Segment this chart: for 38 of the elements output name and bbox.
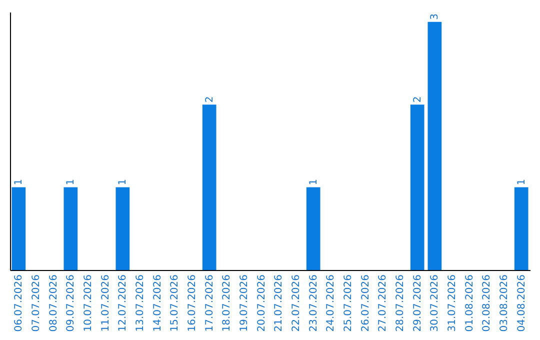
x-tick-label: 06.07.2026 bbox=[14, 274, 25, 332]
data-label: 3 bbox=[430, 14, 441, 20]
data-label: 1 bbox=[14, 178, 25, 186]
x-tick-label: 10.07.2026 bbox=[83, 274, 94, 332]
x-tick-label: 09.07.2026 bbox=[66, 274, 77, 332]
x-tick-label: 07.07.2026 bbox=[31, 274, 42, 332]
data-label: 2 bbox=[412, 96, 424, 103]
x-tick-label: 14.07.2026 bbox=[152, 274, 164, 332]
x-tick-label: 26.07.2026 bbox=[360, 274, 372, 332]
x-tick-label: 02.08.2026 bbox=[482, 274, 493, 332]
x-tick-label: 03.08.2026 bbox=[499, 274, 510, 332]
x-tick-label: 30.07.2026 bbox=[430, 274, 441, 332]
data-label: 1 bbox=[66, 178, 77, 186]
x-tick-label: 18.07.2026 bbox=[222, 274, 233, 332]
x-tick-label: 25.07.2026 bbox=[343, 274, 354, 332]
data-label: 1 bbox=[308, 178, 320, 186]
x-tick-label: 28.07.2026 bbox=[395, 274, 406, 332]
x-tick-label: 04.08.2026 bbox=[516, 274, 528, 332]
x-tick-label: 23.07.2026 bbox=[308, 274, 320, 332]
x-tick-label: 16.07.2026 bbox=[187, 274, 198, 332]
x-tick-label: 11.07.2026 bbox=[100, 274, 112, 332]
x-tick-label: 20.07.2026 bbox=[256, 274, 268, 332]
data-label: 2 bbox=[204, 96, 216, 103]
x-tick-label: 01.08.2026 bbox=[464, 274, 476, 332]
x-tick-label: 27.07.2026 bbox=[378, 274, 389, 332]
x-tick-label: 22.07.2026 bbox=[291, 274, 302, 332]
x-tick-label: 21.07.2026 bbox=[274, 274, 285, 332]
x-tick-label: 19.07.2026 bbox=[239, 274, 250, 332]
data-label: 1 bbox=[516, 178, 528, 186]
x-tick-label: 17.07.2026 bbox=[204, 274, 216, 332]
x-tick-label: 13.07.2026 bbox=[135, 274, 146, 332]
x-tick-label: 31.07.2026 bbox=[447, 274, 458, 332]
x-tick-label: 29.07.2026 bbox=[412, 274, 424, 332]
x-tick-label: 24.07.2026 bbox=[326, 274, 337, 332]
data-label: 1 bbox=[118, 178, 129, 186]
x-tick-label: 08.07.2026 bbox=[48, 274, 60, 332]
x-tick-label: 12.07.2026 bbox=[118, 274, 129, 332]
x-tick-label: 15.07.2026 bbox=[170, 274, 181, 332]
